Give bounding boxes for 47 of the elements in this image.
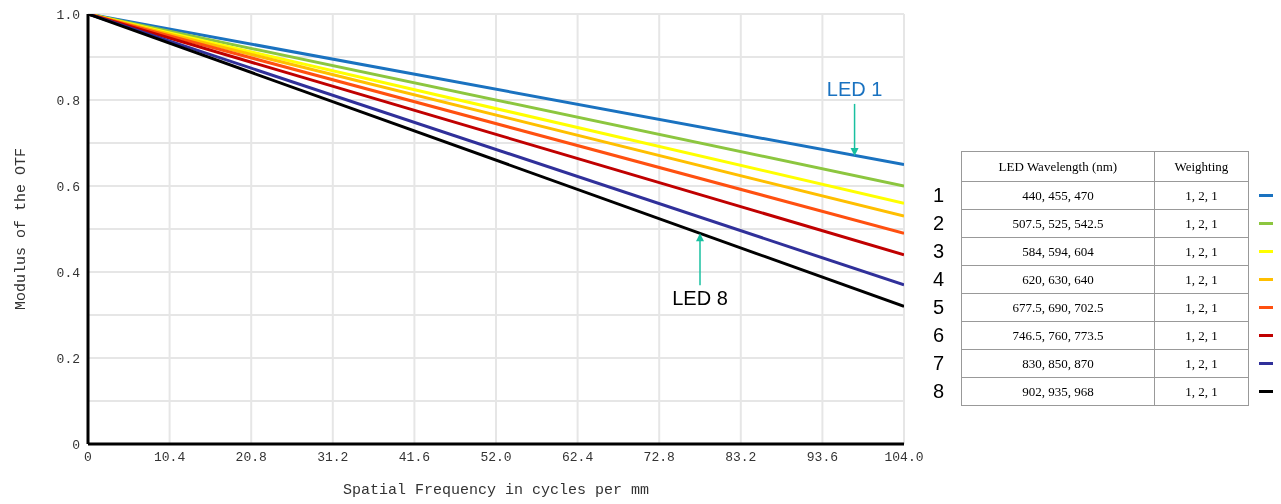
y-tick-label: 0.6	[56, 179, 80, 195]
series-label: 1	[933, 183, 946, 208]
text: 677.5, 690, 702.5	[961, 293, 1155, 322]
y-tick-label: 0.4	[56, 265, 81, 281]
text: 3	[933, 239, 946, 264]
text: 1, 2, 1	[1154, 377, 1249, 406]
y-tick-label: 0	[72, 437, 80, 453]
text: 830, 850, 870	[961, 349, 1155, 378]
text: 1, 2, 1	[1154, 293, 1249, 322]
text: 6	[933, 323, 946, 348]
annotation: LED 8	[672, 287, 728, 310]
x-tick-label: 31.2	[317, 450, 349, 466]
series-label: 2	[933, 211, 946, 236]
text: 620, 630, 640	[961, 265, 1155, 294]
x-tick-label: 104.0	[884, 450, 924, 466]
text: 7	[933, 351, 946, 376]
text: 5	[933, 295, 946, 320]
text: 1, 2, 1	[1154, 265, 1249, 294]
text: LED Wavelength (nm)	[961, 151, 1155, 182]
text: 1, 2, 1	[1154, 349, 1249, 378]
y-axis-title: Modulus of the OTF	[13, 147, 31, 311]
text: 584, 594, 604	[961, 237, 1155, 266]
text: 1, 2, 1	[1154, 181, 1249, 210]
x-tick-label: 52.0	[480, 450, 512, 466]
text: 4	[933, 267, 946, 292]
x-tick-label: 0	[84, 450, 92, 466]
x-axis-title: Spatial Frequency in cycles per mm	[342, 482, 650, 499]
text: 1, 2, 1	[1154, 209, 1249, 238]
text: 507.5, 525, 542.5	[961, 209, 1155, 238]
x-tick-label: 93.6	[806, 450, 839, 466]
x-tick-label: 62.4	[561, 450, 594, 466]
x-tick-label: 10.4	[153, 450, 186, 466]
text: Weighting	[1154, 151, 1249, 182]
text: 746.5, 760, 773.5	[961, 321, 1155, 350]
x-tick-label: 41.6	[398, 450, 431, 466]
x-tick-label: 83.2	[725, 450, 757, 466]
text: 440, 455, 470	[961, 181, 1155, 210]
y-tick-label: 0.8	[56, 93, 80, 109]
y-tick-label: 0.2	[56, 351, 80, 367]
x-tick-label: 20.8	[235, 450, 267, 466]
y-tick-label: 1.0	[56, 7, 80, 23]
text: 1, 2, 1	[1154, 321, 1249, 350]
text: 902, 935, 968	[961, 377, 1155, 406]
text: 8	[933, 379, 946, 404]
x-tick-label: 72.8	[643, 450, 675, 466]
text: 1, 2, 1	[1154, 237, 1249, 266]
annotation: LED 1	[826, 77, 883, 100]
